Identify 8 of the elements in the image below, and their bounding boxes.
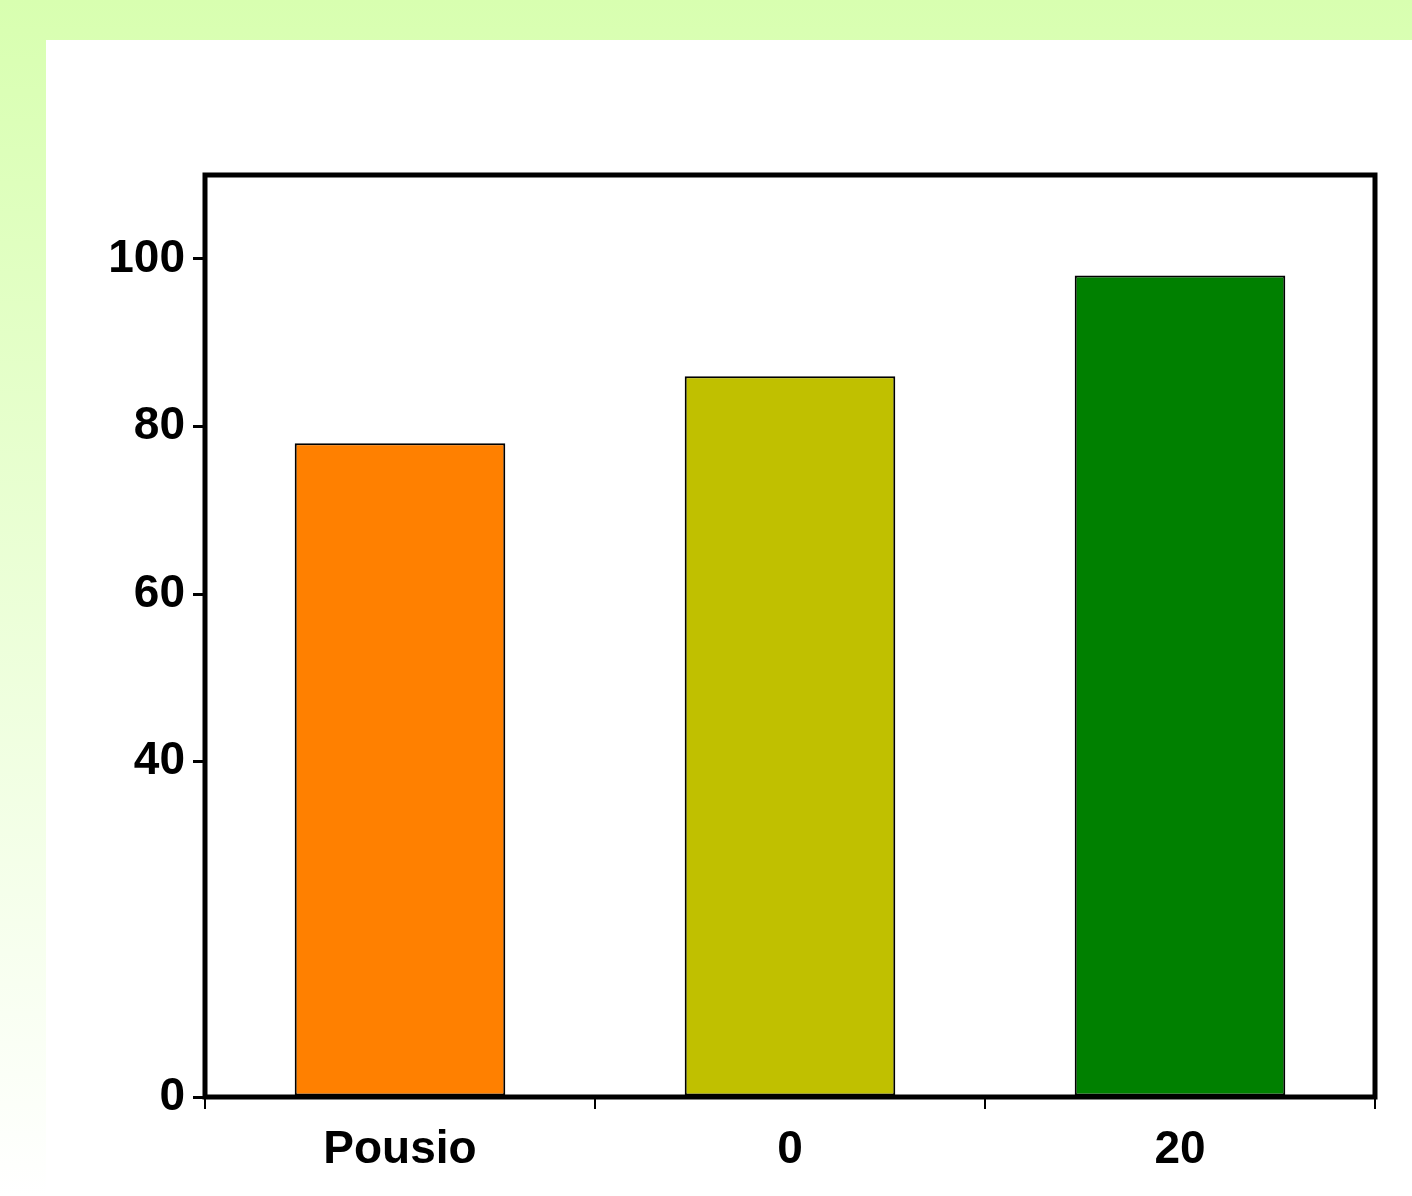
y-tick-label: 100 bbox=[108, 229, 185, 282]
y-tick-label: 40 bbox=[133, 732, 185, 785]
x-tick-label: Pousio bbox=[323, 1121, 477, 1174]
x-tick-label: 20 bbox=[1154, 1121, 1206, 1174]
y-tick-label: 0 bbox=[159, 1067, 185, 1120]
y-tick-label: 80 bbox=[133, 397, 185, 450]
y-tick-label: 60 bbox=[133, 564, 185, 617]
x-tick-label: 0 bbox=[777, 1121, 803, 1174]
